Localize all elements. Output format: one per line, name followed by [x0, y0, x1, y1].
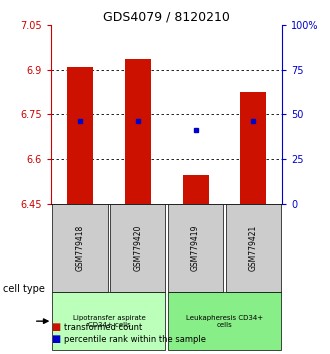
Bar	[110, 204, 165, 292]
Text: GSM779418: GSM779418	[76, 225, 84, 271]
Bar	[168, 292, 281, 350]
Text: percentile rank within the sample: percentile rank within the sample	[64, 335, 206, 344]
Text: ■: ■	[51, 334, 60, 344]
Bar	[52, 204, 108, 292]
Bar	[168, 204, 223, 292]
Bar	[182, 175, 209, 204]
Text: GSM779421: GSM779421	[249, 225, 258, 271]
Bar	[52, 292, 165, 350]
Text: transformed count: transformed count	[64, 323, 143, 332]
Bar	[225, 204, 281, 292]
Text: ■: ■	[51, 322, 60, 332]
Bar	[125, 59, 151, 204]
Title: GDS4079 / 8120210: GDS4079 / 8120210	[103, 11, 230, 24]
Text: cell type: cell type	[3, 284, 45, 293]
Bar	[240, 92, 266, 204]
Text: Leukapheresis CD34+
cells: Leukapheresis CD34+ cells	[186, 315, 263, 328]
Text: Lipotransfer aspirate
CD34+ cells: Lipotransfer aspirate CD34+ cells	[73, 315, 145, 328]
Text: GSM779419: GSM779419	[191, 225, 200, 271]
Text: GSM779420: GSM779420	[133, 225, 142, 271]
Bar	[67, 67, 93, 204]
